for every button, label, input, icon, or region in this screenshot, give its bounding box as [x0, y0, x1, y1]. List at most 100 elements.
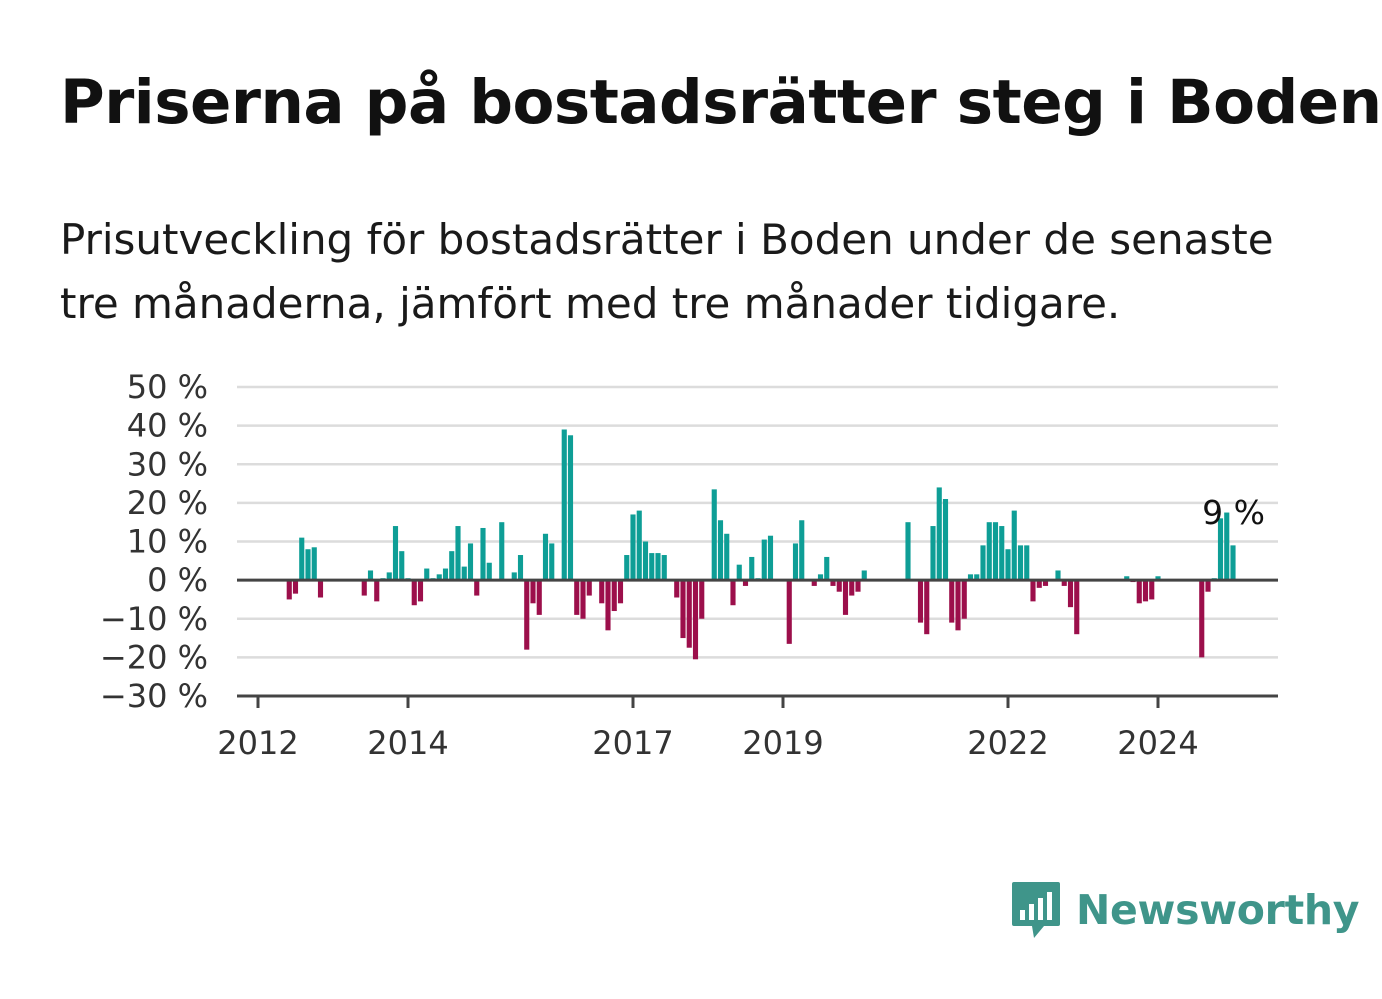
bar — [724, 533, 730, 581]
bar — [786, 580, 792, 644]
x-tick-label: 2017 — [592, 724, 673, 762]
y-tick-label: −20 % — [100, 638, 208, 676]
bar — [936, 487, 942, 581]
bar — [449, 551, 455, 581]
bar — [905, 522, 911, 581]
bar — [536, 580, 542, 615]
x-tick-label: 2022 — [967, 724, 1048, 762]
bar — [1217, 518, 1224, 581]
bar — [692, 580, 699, 660]
page-subtitle: Prisutveckling för bostadsrätter i Boden… — [60, 215, 1274, 328]
y-tick-label: 0 % — [147, 561, 208, 599]
bar — [1124, 576, 1130, 581]
bar — [992, 522, 999, 581]
bar — [1024, 545, 1030, 581]
bar — [736, 564, 742, 581]
y-axis-ticks: 50 %40 %30 %20 %10 %0 %−10 %−20 %−30 % — [100, 368, 208, 715]
bar — [599, 580, 605, 604]
bar — [699, 580, 705, 619]
bar — [467, 543, 474, 581]
page-title: Priserna på bostadsrätter steg i Boden — [60, 67, 1382, 138]
bar-chart-logo-icon — [1012, 882, 1060, 938]
bar — [967, 574, 974, 581]
bar — [661, 555, 667, 581]
bar — [1005, 549, 1011, 581]
bar — [442, 568, 449, 581]
y-tick-label: −30 % — [100, 677, 208, 715]
bar — [1205, 580, 1211, 592]
bar — [999, 526, 1005, 581]
bar — [917, 580, 924, 623]
bar — [842, 580, 849, 615]
bar — [617, 580, 624, 604]
y-tick-label: 20 % — [127, 484, 208, 522]
bar — [955, 580, 961, 631]
newsworthy-logo: Newsworthy — [1010, 878, 1359, 942]
bar — [1155, 576, 1161, 581]
bar — [367, 570, 374, 581]
bar — [292, 580, 299, 594]
bar — [461, 566, 467, 581]
bar — [855, 580, 861, 592]
bar — [836, 580, 842, 592]
bar — [924, 580, 930, 635]
bar — [436, 574, 442, 581]
bar — [417, 580, 424, 602]
bar — [811, 580, 817, 586]
bar — [1030, 580, 1036, 602]
bar — [411, 580, 417, 606]
bar — [1011, 510, 1017, 581]
brand-name: Newsworthy — [1076, 886, 1360, 934]
y-tick-label: 50 % — [127, 368, 208, 406]
bar — [567, 435, 574, 581]
bar — [1142, 580, 1149, 602]
bar — [730, 580, 736, 606]
bar — [424, 568, 430, 581]
bar — [974, 574, 980, 581]
bar — [1224, 512, 1230, 581]
bar — [580, 580, 586, 619]
bar — [711, 489, 717, 581]
axes — [237, 578, 1278, 698]
bar — [649, 553, 655, 581]
bar — [717, 520, 724, 581]
bar — [474, 580, 480, 596]
bar — [361, 580, 367, 596]
bar — [517, 555, 524, 581]
x-axis-ticks: 2012 2014 2017 2019 2022 2024 — [217, 696, 1199, 762]
bar — [686, 580, 692, 648]
x-tick-label: 2012 — [217, 724, 298, 762]
bar — [561, 429, 567, 581]
bar — [511, 572, 517, 581]
bar — [849, 580, 855, 596]
bar — [542, 533, 549, 581]
bar — [742, 580, 749, 586]
x-tick-label: 2014 — [367, 724, 448, 762]
bar — [392, 526, 399, 581]
y-tick-label: 10 % — [127, 523, 208, 561]
bar — [399, 551, 405, 581]
bar — [749, 556, 755, 581]
bar — [630, 514, 636, 581]
y-tick-label: 30 % — [127, 445, 208, 483]
y-tick-label: 40 % — [127, 407, 208, 445]
bar — [674, 580, 680, 598]
bar — [1230, 545, 1236, 581]
bar — [1074, 580, 1080, 635]
x-tick-label: 2019 — [742, 724, 823, 762]
bar — [761, 539, 767, 581]
bar — [586, 580, 592, 596]
bar — [1055, 570, 1061, 581]
bar — [524, 580, 530, 650]
latest-value-label: 9 % — [1202, 493, 1265, 532]
bar — [624, 555, 630, 581]
bar — [799, 520, 805, 581]
bar — [605, 580, 611, 631]
bar — [1042, 580, 1049, 586]
bar — [299, 537, 305, 581]
bar — [1149, 580, 1155, 600]
bar — [286, 580, 292, 600]
bar — [1067, 580, 1074, 608]
bar — [655, 553, 661, 581]
